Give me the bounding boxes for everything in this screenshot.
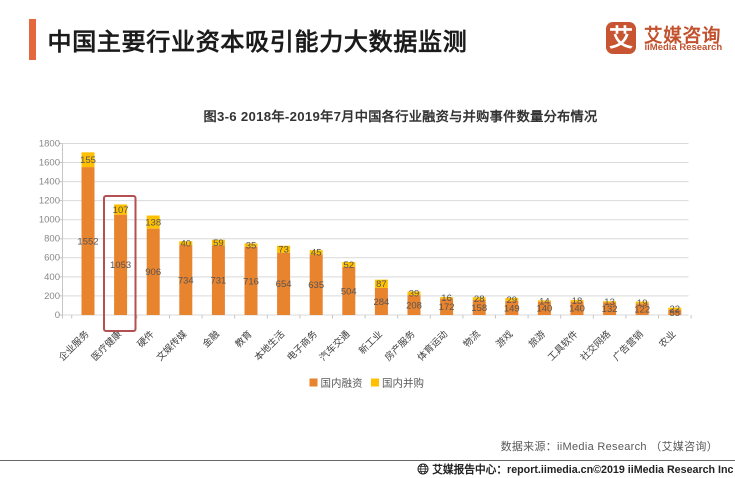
svg-text:1552: 1552 <box>77 236 98 247</box>
svg-text:716: 716 <box>243 276 259 287</box>
svg-text:农业: 农业 <box>656 328 678 350</box>
svg-text:工具软件: 工具软件 <box>545 328 581 364</box>
svg-text:39: 39 <box>409 289 420 300</box>
svg-text:14: 14 <box>539 296 550 307</box>
svg-text:155: 155 <box>80 155 96 166</box>
svg-text:13: 13 <box>604 297 615 308</box>
svg-text:29: 29 <box>507 295 518 306</box>
svg-text:87: 87 <box>376 279 387 290</box>
svg-text:电子商务: 电子商务 <box>284 328 320 364</box>
svg-text:73: 73 <box>278 245 289 256</box>
svg-text:18: 18 <box>572 296 583 307</box>
svg-text:0: 0 <box>55 310 60 321</box>
svg-text:1200: 1200 <box>39 196 60 207</box>
svg-text:教育: 教育 <box>233 328 255 350</box>
svg-text:物流: 物流 <box>461 328 483 350</box>
svg-text:文娱传媒: 文娱传媒 <box>154 328 190 364</box>
svg-text:旅游: 旅游 <box>526 328 548 350</box>
svg-text:172: 172 <box>439 302 455 313</box>
svg-text:企业服务: 企业服务 <box>56 328 92 364</box>
svg-text:654: 654 <box>276 279 292 290</box>
svg-text:19: 19 <box>637 298 648 309</box>
svg-text:734: 734 <box>178 275 194 286</box>
svg-text:汽车交通: 汽车交通 <box>317 328 353 364</box>
svg-text:1000: 1000 <box>39 215 60 226</box>
svg-text:132: 132 <box>602 304 618 315</box>
svg-text:284: 284 <box>373 297 389 308</box>
svg-text:400: 400 <box>44 272 60 283</box>
svg-text:140: 140 <box>536 304 552 315</box>
svg-text:22: 22 <box>670 304 681 315</box>
svg-text:504: 504 <box>341 286 357 297</box>
svg-text:122: 122 <box>634 305 650 316</box>
svg-text:52: 52 <box>344 260 355 271</box>
svg-text:600: 600 <box>44 253 60 264</box>
svg-text:游戏: 游戏 <box>493 328 515 350</box>
svg-text:体育运动: 体育运动 <box>415 328 450 363</box>
svg-text:本地生活: 本地生活 <box>252 328 288 364</box>
svg-text:200: 200 <box>44 291 60 302</box>
svg-text:149: 149 <box>504 303 520 314</box>
svg-text:28: 28 <box>474 294 485 305</box>
svg-text:138: 138 <box>145 218 161 229</box>
svg-text:1800: 1800 <box>39 138 60 149</box>
svg-text:35: 35 <box>246 241 257 252</box>
svg-text:金融: 金融 <box>200 328 222 350</box>
svg-text:硬件: 硬件 <box>135 328 157 350</box>
svg-text:40: 40 <box>181 239 192 250</box>
svg-text:国内并购: 国内并购 <box>382 376 424 389</box>
svg-text:140: 140 <box>569 304 585 315</box>
svg-text:社交网络: 社交网络 <box>578 328 614 364</box>
svg-text:国内融资: 国内融资 <box>321 376 363 389</box>
svg-text:16: 16 <box>441 293 452 304</box>
svg-text:55: 55 <box>670 308 681 319</box>
svg-text:800: 800 <box>44 234 60 245</box>
svg-text:107: 107 <box>113 205 129 216</box>
svg-text:房产服务: 房产服务 <box>382 328 418 364</box>
svg-text:1400: 1400 <box>39 177 60 188</box>
svg-text:新工业: 新工业 <box>356 328 385 357</box>
svg-text:医疗健康: 医疗健康 <box>89 328 125 364</box>
svg-text:158: 158 <box>471 303 487 314</box>
svg-text:1600: 1600 <box>39 157 60 168</box>
svg-text:731: 731 <box>210 276 226 287</box>
svg-text:906: 906 <box>145 267 161 278</box>
svg-text:45: 45 <box>311 248 322 259</box>
svg-text:635: 635 <box>308 280 324 291</box>
svg-text:1053: 1053 <box>110 260 131 271</box>
svg-text:208: 208 <box>406 301 422 312</box>
svg-text:59: 59 <box>213 238 224 249</box>
svg-text:广告营销: 广告营销 <box>610 328 646 364</box>
